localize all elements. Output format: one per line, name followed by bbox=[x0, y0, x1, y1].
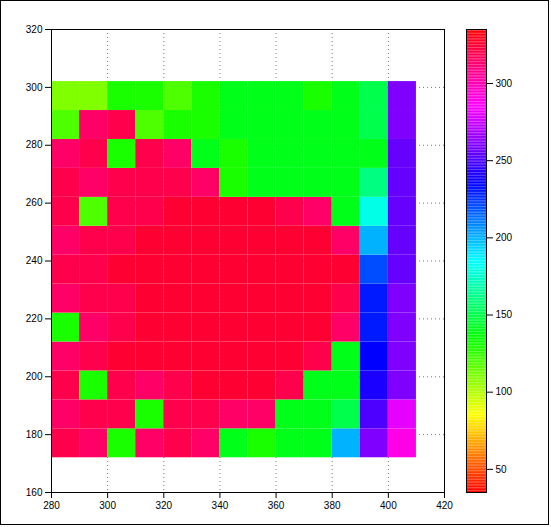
svg-text:340: 340 bbox=[212, 500, 229, 511]
svg-text:260: 260 bbox=[26, 197, 43, 208]
svg-text:50: 50 bbox=[496, 464, 508, 475]
svg-text:400: 400 bbox=[380, 500, 397, 511]
svg-text:180: 180 bbox=[26, 429, 43, 440]
svg-text:380: 380 bbox=[324, 500, 341, 511]
svg-text:320: 320 bbox=[155, 500, 172, 511]
svg-text:320: 320 bbox=[26, 24, 43, 35]
svg-text:280: 280 bbox=[43, 500, 60, 511]
svg-text:360: 360 bbox=[268, 500, 285, 511]
svg-text:280: 280 bbox=[26, 139, 43, 150]
svg-text:420: 420 bbox=[436, 500, 453, 511]
svg-text:250: 250 bbox=[496, 155, 513, 166]
svg-text:220: 220 bbox=[26, 313, 43, 324]
svg-text:300: 300 bbox=[496, 78, 513, 89]
svg-text:160: 160 bbox=[26, 487, 43, 498]
svg-text:300: 300 bbox=[99, 500, 116, 511]
svg-text:200: 200 bbox=[26, 371, 43, 382]
svg-text:100: 100 bbox=[496, 386, 513, 397]
svg-text:200: 200 bbox=[496, 232, 513, 243]
svg-text:300: 300 bbox=[26, 82, 43, 93]
svg-text:240: 240 bbox=[26, 255, 43, 266]
svg-text:150: 150 bbox=[496, 309, 513, 320]
